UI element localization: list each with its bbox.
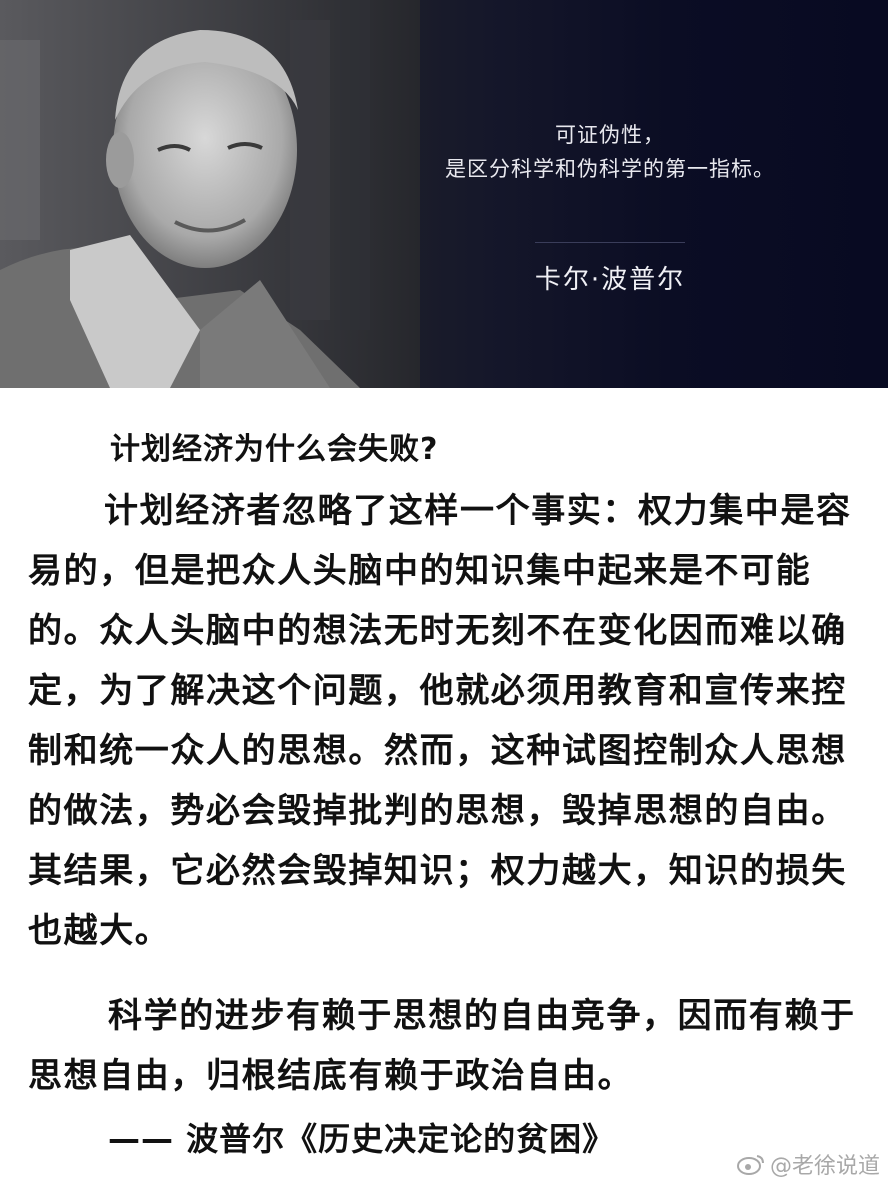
quote-line-1: 可证伪性， xyxy=(555,123,665,147)
divider xyxy=(535,242,685,243)
article-body xyxy=(0,388,888,1184)
portrait-photo xyxy=(0,0,420,388)
quote-line-2: 是区分科学和伪科学的第一指标。 xyxy=(445,157,775,181)
article-source: —— 波普尔《历史决定论的贫困》 xyxy=(108,1120,616,1158)
watermark: @老徐说道 xyxy=(736,1148,880,1180)
article-paragraph-1: 计划经济者忽略了这样一个事实：权力集中是容易的，但是把众人头脑中的知识集中起来是… xyxy=(28,491,852,951)
weibo-icon xyxy=(736,1155,764,1175)
watermark-text: @老徐说道 xyxy=(769,1154,880,1179)
article-paragraph-2: 科学的进步有赖于思想的自由竞争，因而有赖于思想自由，归根结底有赖于政治自由。 xyxy=(28,996,856,1096)
quote-author: 卡尔·波普尔 xyxy=(534,265,686,295)
article-heading: 计划经济为什么会失败? xyxy=(110,432,439,467)
header-banner: 可证伪性， 是区分科学和伪科学的第一指标。 卡尔·波普尔 xyxy=(0,0,888,388)
quote-block: 可证伪性， 是区分科学和伪科学的第一指标。 卡尔·波普尔 xyxy=(400,120,820,296)
